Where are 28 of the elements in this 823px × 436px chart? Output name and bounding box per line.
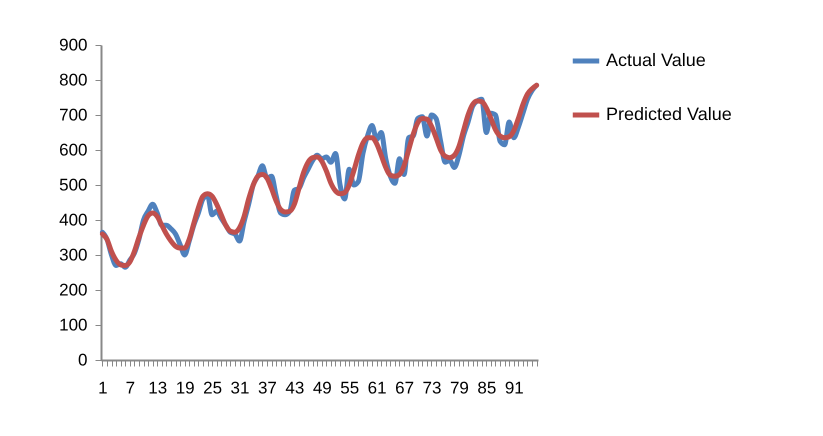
y-tick-label: 300 <box>59 246 88 264</box>
legend-label: Predicted Value <box>606 104 732 124</box>
y-tick-label: 0 <box>78 350 88 370</box>
x-tick-label: 43 <box>285 378 304 398</box>
x-tick-label: 37 <box>258 378 277 398</box>
x-tick-label: 1 <box>98 378 108 398</box>
y-tick-label: 400 <box>59 210 88 230</box>
x-tick-label: 73 <box>422 378 442 398</box>
x-tick-label: 19 <box>176 378 195 398</box>
y-tick-label: 600 <box>59 140 88 160</box>
x-tick-label: 85 <box>477 378 496 398</box>
x-tick-label: 91 <box>504 378 524 398</box>
x-tick-label: 79 <box>450 378 469 398</box>
x-tick-label: 67 <box>395 378 414 398</box>
x-tick-label: 7 <box>126 378 136 398</box>
y-tick-label: 500 <box>59 176 88 194</box>
y-tick-label: 900 <box>59 36 88 54</box>
x-tick-label: 25 <box>203 378 222 398</box>
legend-label: Actual Value <box>606 50 706 70</box>
x-tick-label: 55 <box>340 378 360 398</box>
x-tick-label: 31 <box>230 378 250 398</box>
y-tick-label: 800 <box>59 70 88 90</box>
y-tick-label: 700 <box>59 106 88 124</box>
y-tick-label: 200 <box>59 280 88 300</box>
y-tick-label: 100 <box>59 316 88 334</box>
x-tick-label: 61 <box>368 378 387 398</box>
x-tick-label: 13 <box>148 378 168 398</box>
x-tick-label: 49 <box>312 378 332 398</box>
